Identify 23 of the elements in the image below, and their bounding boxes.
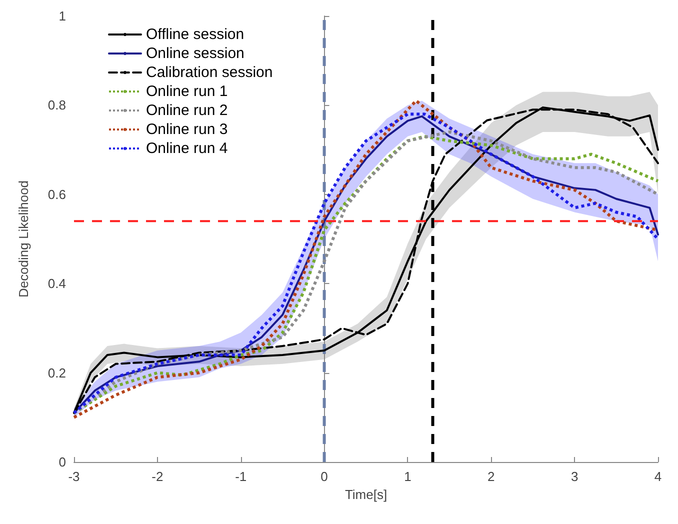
x-tick-label: -1 xyxy=(235,469,247,484)
legend-label: Calibration session xyxy=(146,64,273,81)
legend-label: Online run 2 xyxy=(146,102,228,119)
x-tick-label: -2 xyxy=(152,469,164,484)
x-tick-label: 2 xyxy=(488,469,495,484)
legend-label: Offline session xyxy=(146,26,244,43)
y-tick-label: 0.6 xyxy=(48,186,66,202)
legend-label: Online run 3 xyxy=(146,121,228,138)
y-tick-label: 0 xyxy=(58,454,66,470)
x-tick-label: -3 xyxy=(68,469,80,484)
y-tick-label: 0.8 xyxy=(48,98,66,113)
legend-label: Online session xyxy=(146,45,244,62)
y-tick-label: 0.4 xyxy=(48,276,66,292)
y-tick-label: 0.2 xyxy=(48,365,66,380)
x-axis-title: Time[s] xyxy=(344,487,388,502)
x-tick-label: 0 xyxy=(320,469,328,484)
y-axis-title: Decoding Likelihood xyxy=(16,180,31,298)
legend-label: Online run 1 xyxy=(146,83,228,100)
x-tick-label: 4 xyxy=(654,469,662,484)
legend-label: Online run 4 xyxy=(146,140,228,157)
x-tick-label: 1 xyxy=(404,469,412,484)
x-tick-label: 3 xyxy=(570,469,578,484)
y-tick-label: 1 xyxy=(58,8,66,24)
